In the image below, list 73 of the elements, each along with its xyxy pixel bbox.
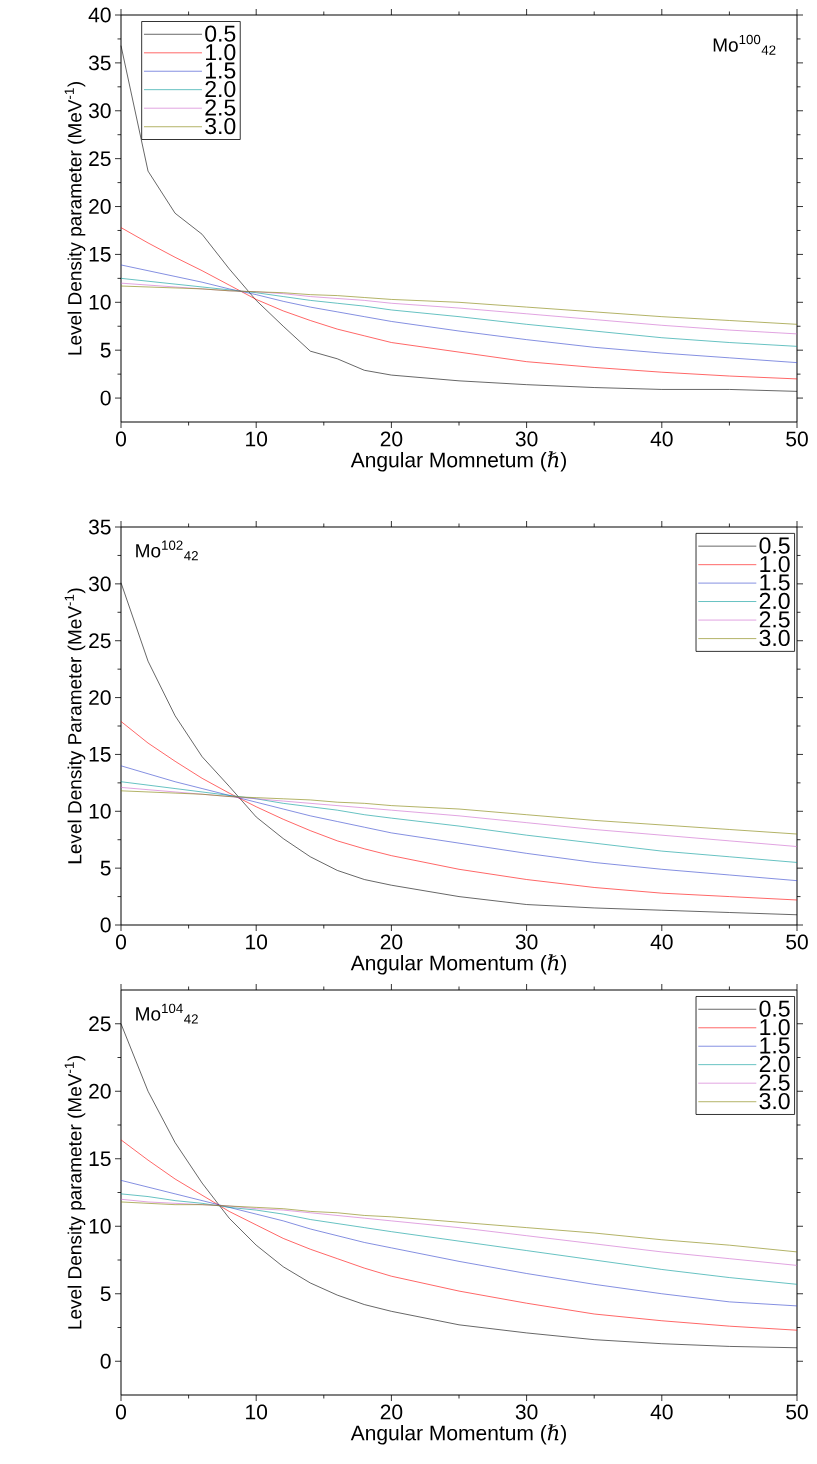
y-tick-label: 5 (100, 342, 111, 358)
legend-label: 2.0 (759, 592, 790, 610)
legend-label: 2.0 (205, 80, 236, 98)
y-tick-label: 40 (88, 7, 111, 23)
y-tick-label: 5 (100, 860, 111, 876)
legend-label: 2.0 (759, 1055, 790, 1073)
legend-label: 1.5 (206, 62, 236, 79)
x-tick-label: 0 (115, 431, 127, 447)
x-axis-title: Angular Momentum (ℏ) (350, 954, 566, 975)
legend-label: 2.5 (759, 1074, 790, 1091)
y-tick-label: 20 (89, 1083, 111, 1099)
line-series (120, 721, 798, 901)
line-series (120, 285, 798, 325)
legend-label: 0.5 (759, 1000, 790, 1017)
y-tick-label: 25 (89, 1016, 111, 1032)
x-tick-label: 50 (786, 431, 808, 447)
x-tick-label: 0 (115, 1404, 127, 1420)
annotation: Mo$^{102}$42 (136, 540, 198, 561)
y-tick-label: 35 (88, 519, 111, 535)
x-tick-label: 10 (246, 431, 268, 447)
y-axis-title: Level Density Parameter (MeV$^{-1}$) (64, 588, 86, 864)
y-tick-label: 15 (89, 1151, 111, 1167)
x-tick-label: 0 (115, 934, 127, 950)
x-tick-label: 20 (380, 934, 403, 950)
legend-label: 2.5 (205, 99, 236, 116)
x-axis-title: Angular Momentum (ℏ) (350, 1424, 566, 1445)
y-tick-label: 25 (89, 633, 111, 649)
y-tick-label: 5 (100, 1286, 111, 1302)
y-tick-label: 0 (100, 1353, 111, 1369)
y-tick-label: 20 (89, 690, 111, 706)
y-tick-label: 10 (89, 1218, 111, 1234)
line-series (120, 264, 798, 363)
legend-label: 3.0 (205, 117, 236, 135)
y-tick-label: 35 (88, 55, 111, 71)
x-tick-label: 50 (786, 934, 808, 950)
y-axis-title: Level Density parameter (MeV$^{-1}$) (64, 82, 86, 355)
legend-label: 1.0 (206, 44, 236, 61)
legend-label: 1.0 (760, 555, 790, 573)
x-tick-label: 30 (515, 934, 538, 950)
legend-label: 0.5 (205, 25, 236, 42)
legend-label: 3.0 (759, 1092, 790, 1110)
y-tick-label: 0 (100, 917, 111, 933)
y-tick-label: 25 (89, 151, 111, 167)
y-axis-title: Level Density parameter (MeV$^{-1}$) (64, 1056, 86, 1329)
legend-label: 0.5 (759, 537, 790, 554)
legend-label: 1.5 (760, 574, 790, 591)
annotation: Mo$^{104}$42 (136, 1003, 198, 1024)
x-tick-label: 40 (650, 431, 673, 447)
x-tick-label: 50 (786, 1404, 808, 1420)
x-tick-label: 20 (380, 1404, 403, 1420)
x-tick-label: 40 (650, 1404, 673, 1420)
legend-label: 2.5 (759, 611, 790, 628)
x-tick-label: 20 (380, 431, 403, 447)
y-tick-label: 10 (89, 803, 111, 819)
x-tick-label: 30 (515, 1404, 538, 1420)
legend-label: 1.0 (760, 1019, 790, 1036)
annotation: Mo$^{100}$42 (713, 34, 776, 55)
x-tick-label: 10 (246, 1404, 268, 1420)
legend-label: 1.5 (760, 1037, 790, 1054)
x-tick-label: 40 (650, 934, 673, 950)
y-tick-label: 10 (89, 294, 111, 310)
y-tick-label: 20 (89, 199, 111, 214)
y-tick-label: 30 (88, 103, 111, 119)
x-axis-title: Angular Momnetum (ℏ) (350, 451, 566, 472)
y-tick-label: 0 (100, 390, 111, 406)
line-series (120, 278, 798, 347)
x-tick-label: 10 (246, 934, 268, 950)
line-series (120, 227, 798, 380)
x-tick-label: 30 (515, 431, 538, 447)
legend-label: 3.0 (759, 629, 790, 647)
y-tick-label: 30 (88, 576, 111, 592)
y-tick-label: 15 (89, 747, 111, 762)
y-tick-label: 15 (89, 247, 111, 262)
